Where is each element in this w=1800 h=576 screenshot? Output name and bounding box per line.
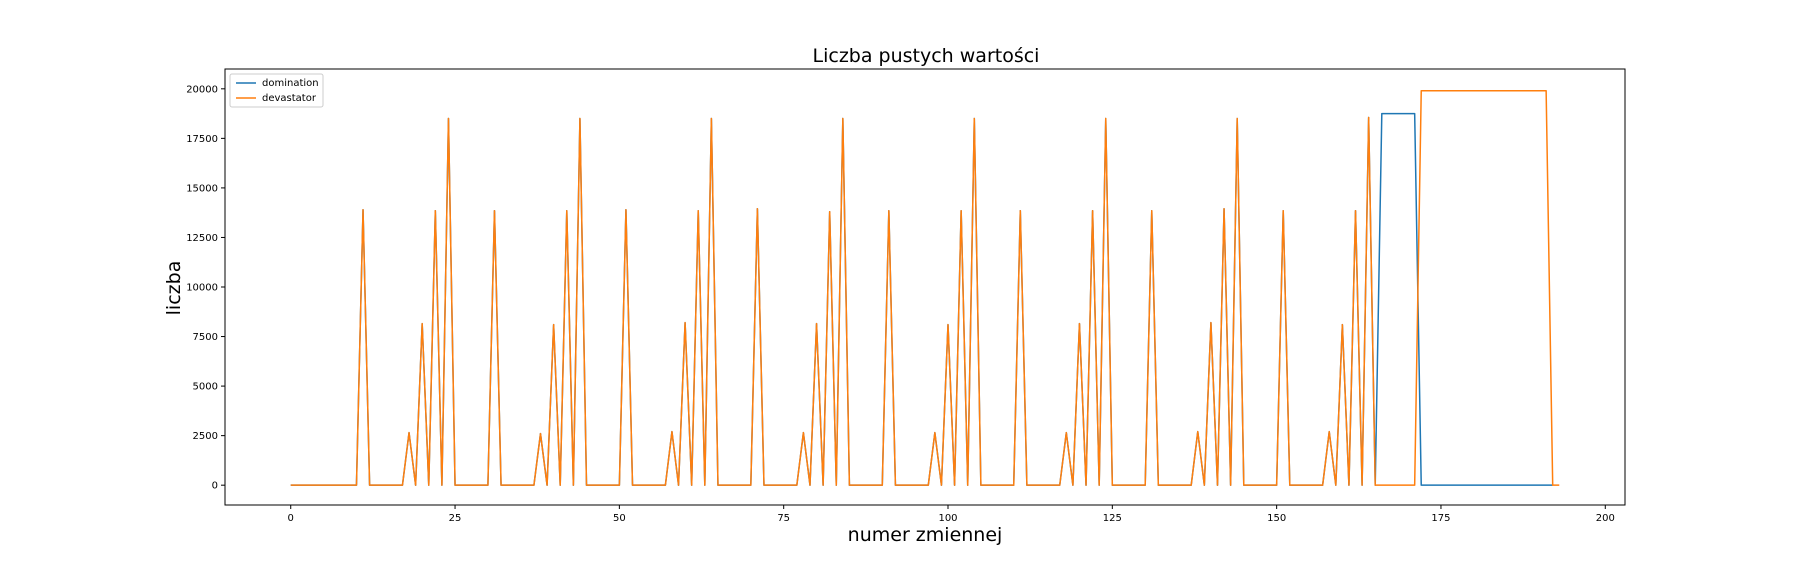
x-tick-label: 150 (1267, 513, 1286, 524)
y-tick-label: 10000 (186, 283, 218, 294)
y-tick-label: 7500 (193, 332, 218, 343)
y-tick-label: 0 (212, 481, 218, 492)
y-tick-label: 5000 (193, 382, 218, 393)
x-tick-label: 75 (777, 513, 790, 524)
x-tick-label: 175 (1431, 513, 1450, 524)
x-tick-label: 50 (613, 513, 626, 524)
y-axis: 0 2500 5000 7500 10000 12500 15000 17500 20000 (186, 84, 225, 492)
y-tick-label: 15000 (186, 183, 218, 194)
x-tick-label: 100 (938, 513, 957, 524)
chart-title: Liczba pustych wartości (813, 45, 1040, 67)
y-tick-label: 20000 (186, 84, 218, 95)
x-tick-label: 200 (1596, 513, 1615, 524)
x-axis: 0 25 50 75 100 125 150 175 200 (288, 505, 1615, 524)
x-axis-label: numer zmiennej (848, 524, 1003, 546)
y-tick-label: 2500 (193, 431, 218, 442)
x-tick-label: 125 (1103, 513, 1122, 524)
y-tick-label: 12500 (186, 233, 218, 244)
series-line-devastator (290, 90, 1560, 486)
legend-label-devastator: devastator (262, 93, 317, 104)
x-tick-label: 25 (449, 513, 462, 524)
legend-label-domination: domination (262, 78, 319, 89)
legend: domination devastator (229, 73, 324, 108)
y-axis-label: liczba (163, 261, 185, 316)
x-tick-label: 0 (288, 513, 294, 524)
plot-lines (290, 90, 1560, 486)
y-tick-label: 17500 (186, 134, 218, 145)
